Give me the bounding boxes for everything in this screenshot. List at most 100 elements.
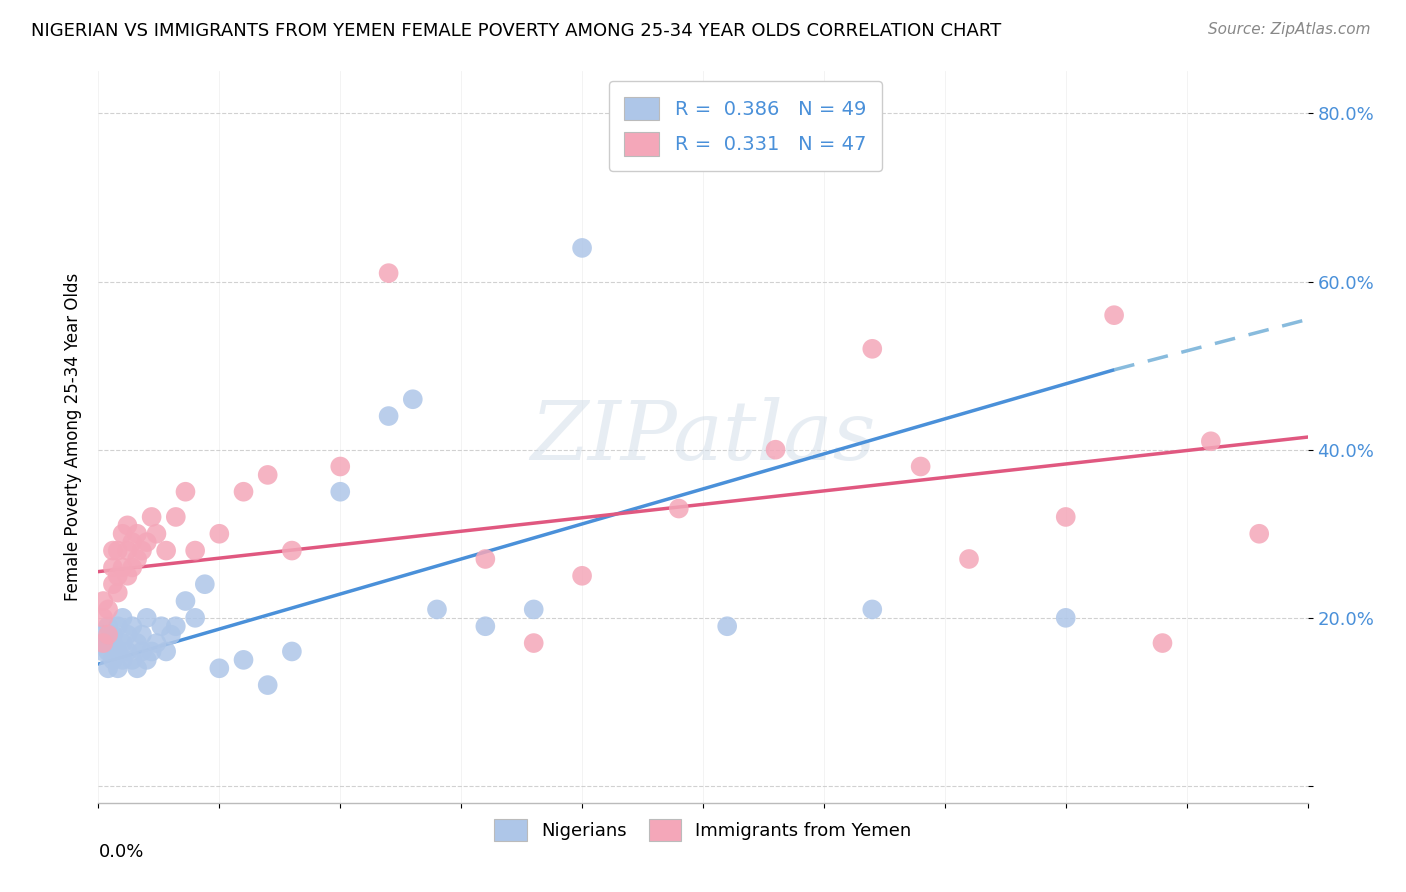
Point <box>117 543 139 558</box>
Point <box>155 543 177 558</box>
Point <box>101 577 124 591</box>
Point <box>121 535 143 549</box>
Point <box>101 653 124 667</box>
Point <box>329 484 352 499</box>
Point <box>281 543 304 558</box>
Point <box>165 510 187 524</box>
Point <box>208 661 231 675</box>
Point <box>1249 526 1271 541</box>
Point <box>101 543 124 558</box>
Point <box>135 611 157 625</box>
Point <box>523 602 546 616</box>
Point <box>107 543 129 558</box>
Point <box>117 644 139 658</box>
Point <box>131 627 153 641</box>
Point <box>135 535 157 549</box>
Y-axis label: Female Poverty Among 25-34 Year Olds: Female Poverty Among 25-34 Year Olds <box>63 273 82 601</box>
Point <box>91 644 114 658</box>
Point <box>97 644 120 658</box>
Point <box>160 627 183 641</box>
Point <box>474 552 496 566</box>
Point <box>117 569 139 583</box>
Point <box>127 661 149 675</box>
Point <box>111 653 134 667</box>
Point <box>910 459 932 474</box>
Point <box>957 552 980 566</box>
Point <box>571 569 593 583</box>
Point <box>111 611 134 625</box>
Point <box>174 484 197 499</box>
Point <box>107 585 129 599</box>
Point <box>1102 308 1125 322</box>
Point <box>141 644 163 658</box>
Point <box>145 636 167 650</box>
Point <box>101 627 124 641</box>
Point <box>150 619 173 633</box>
Text: 0.0%: 0.0% <box>98 843 143 861</box>
Point <box>426 602 449 616</box>
Point <box>101 560 124 574</box>
Point <box>256 678 278 692</box>
Text: Source: ZipAtlas.com: Source: ZipAtlas.com <box>1208 22 1371 37</box>
Point <box>256 467 278 482</box>
Point <box>121 560 143 574</box>
Point <box>97 602 120 616</box>
Point <box>329 459 352 474</box>
Point <box>184 611 207 625</box>
Point <box>155 644 177 658</box>
Point <box>107 661 129 675</box>
Point <box>474 619 496 633</box>
Point <box>208 526 231 541</box>
Point <box>860 602 883 616</box>
Point <box>117 627 139 641</box>
Point <box>1152 636 1174 650</box>
Legend: Nigerians, Immigrants from Yemen: Nigerians, Immigrants from Yemen <box>486 812 920 848</box>
Point <box>141 510 163 524</box>
Point <box>145 526 167 541</box>
Point <box>97 619 120 633</box>
Text: ZIPatlas: ZIPatlas <box>530 397 876 477</box>
Point <box>107 619 129 633</box>
Point <box>91 611 114 625</box>
Point <box>97 661 120 675</box>
Point <box>111 526 134 541</box>
Point <box>97 636 120 650</box>
Point <box>1054 510 1077 524</box>
Point <box>127 552 149 566</box>
Point <box>765 442 787 457</box>
Point <box>184 543 207 558</box>
Point <box>97 627 120 641</box>
Point <box>111 636 134 650</box>
Point <box>1199 434 1222 449</box>
Point <box>402 392 425 407</box>
Point <box>91 627 114 641</box>
Point <box>1054 611 1077 625</box>
Point <box>131 644 153 658</box>
Point <box>111 560 134 574</box>
Point <box>232 484 254 499</box>
Point <box>91 594 114 608</box>
Point <box>165 619 187 633</box>
Point <box>101 636 124 650</box>
Point <box>107 569 129 583</box>
Point <box>377 266 399 280</box>
Point <box>121 619 143 633</box>
Point <box>131 543 153 558</box>
Point <box>571 241 593 255</box>
Point <box>194 577 217 591</box>
Point <box>107 644 129 658</box>
Point <box>127 636 149 650</box>
Point <box>668 501 690 516</box>
Point <box>127 526 149 541</box>
Point <box>232 653 254 667</box>
Point <box>174 594 197 608</box>
Point <box>377 409 399 423</box>
Point <box>135 653 157 667</box>
Point <box>716 619 738 633</box>
Point <box>281 644 304 658</box>
Point <box>91 636 114 650</box>
Point <box>117 518 139 533</box>
Point <box>523 636 546 650</box>
Point <box>91 636 114 650</box>
Point <box>121 653 143 667</box>
